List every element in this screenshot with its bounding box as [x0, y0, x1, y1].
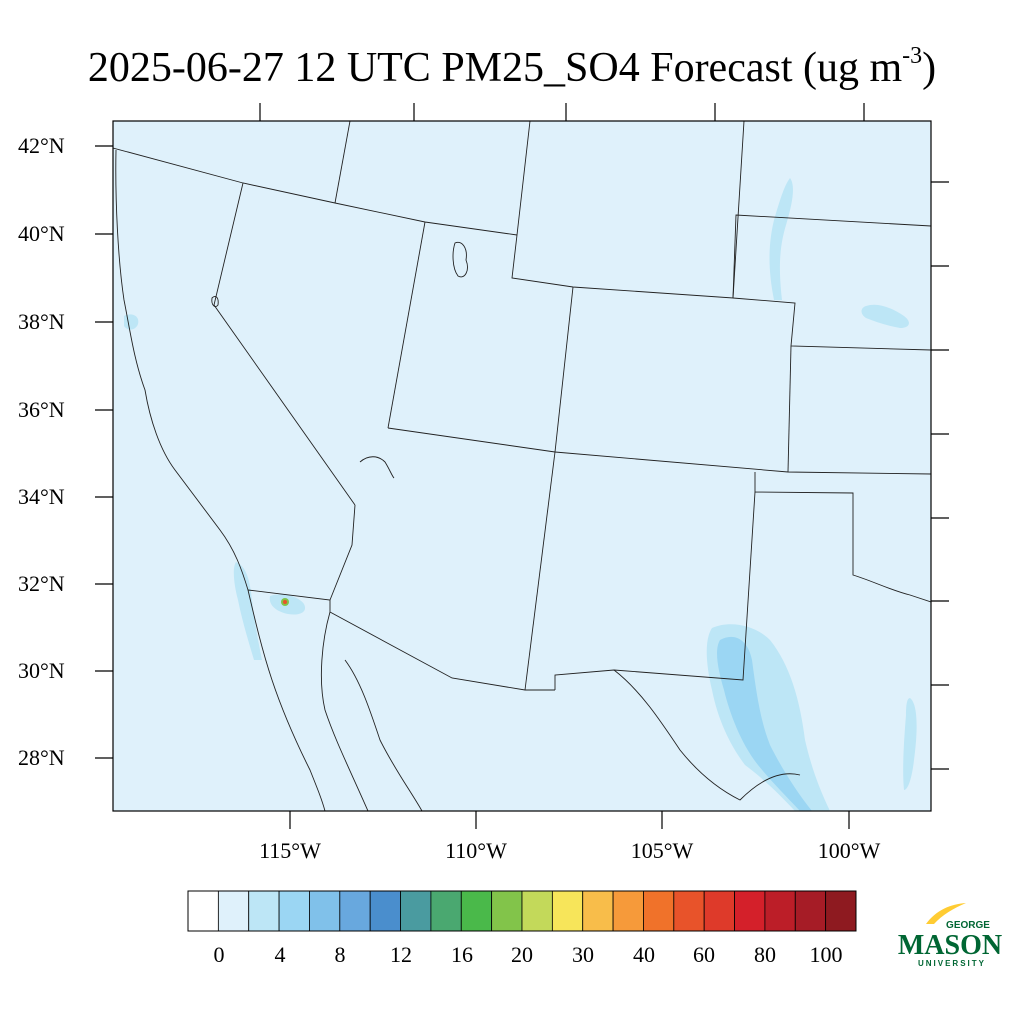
map-title: 2025-06-27 12 UTC PM25_SO4 Forecast (ug …	[0, 28, 1024, 96]
border-rio-grande	[613, 669, 801, 801]
colorbar-cell	[794, 890, 827, 932]
logo-swoosh	[926, 903, 966, 924]
great-salt-lake	[452, 241, 468, 278]
lake-tahoe	[211, 295, 219, 308]
contour-colorado-streak	[769, 178, 793, 300]
title-superscript: -3	[902, 43, 923, 69]
map-frame	[112, 120, 932, 812]
colorbar-frame	[187, 890, 857, 932]
colorbar-cell	[673, 890, 705, 932]
colorado-river-lower	[329, 504, 356, 601]
colorbar-cell	[248, 890, 280, 932]
contour-texas-plume-core	[717, 636, 812, 811]
state-boundary-nevada-utah	[387, 221, 426, 429]
state-boundary-colorado	[554, 286, 931, 453]
colorbar-cell	[278, 890, 310, 932]
colorbar-cell	[612, 890, 644, 932]
state-boundary-california-nevada	[213, 182, 356, 506]
logo-line3: UNIVERSITY	[918, 959, 986, 968]
map-background	[113, 121, 931, 811]
colorbar-cell	[430, 890, 462, 932]
colorbar-cell	[400, 890, 432, 932]
lon-label-105w: 105°W	[630, 838, 694, 863]
colorbar-cell	[369, 890, 401, 932]
colorbar-label-16: 16	[451, 942, 473, 967]
colorbar-label-60: 60	[693, 942, 715, 967]
coastline-gulf-of-california	[320, 611, 423, 811]
contour-oklahoma-streak	[903, 698, 917, 790]
gmu-logo: GEORGE MASON UNIVERSITY	[898, 903, 1002, 968]
colorbar-label-20: 20	[511, 942, 533, 967]
lake-mead	[359, 456, 395, 479]
lon-label-100w: 100°W	[817, 838, 881, 863]
colorbar-cell	[309, 890, 341, 932]
colorbar-label-80: 80	[754, 942, 776, 967]
lat-label-42n: 42°N	[18, 133, 65, 158]
state-boundary-idaho-nevada	[334, 121, 351, 204]
map-plot-area	[95, 103, 949, 829]
colorbar	[187, 890, 857, 932]
state-boundary-oklahoma-panhandle	[754, 472, 931, 603]
lon-label-115w: 115°W	[259, 838, 321, 863]
colorbar-cell	[703, 890, 735, 932]
colorbar-cell	[582, 890, 614, 932]
colorbar-label-30: 30	[572, 942, 594, 967]
colorbar-cell	[825, 890, 857, 932]
colorbar-label-100: 100	[809, 942, 843, 967]
title-text: 2025-06-27 12 UTC PM25_SO4 Forecast (ug …	[87, 45, 903, 91]
lat-label-40n: 40°N	[18, 221, 65, 246]
state-boundary-four-corners-line	[387, 427, 931, 475]
colorbar-cell	[551, 890, 584, 932]
lat-label-30n: 30°N	[18, 658, 65, 683]
colorbar-cell	[187, 890, 219, 932]
contour-hotspot-inner	[283, 600, 287, 604]
lat-label-34n: 34°N	[18, 484, 65, 509]
colorbar-cell	[764, 890, 796, 932]
logo-line2: MASON	[898, 930, 1002, 961]
colorbar-cell	[491, 890, 523, 932]
lon-label-110w: 110°W	[445, 838, 507, 863]
colorbar-cell	[217, 890, 250, 932]
axis-ticks	[95, 103, 949, 829]
coastline-california	[115, 149, 249, 591]
colorbar-label-8: 8	[334, 942, 346, 967]
coastline-baja	[247, 589, 326, 811]
state-boundary-arizona-new-mexico	[524, 451, 556, 691]
border-us-mexico	[247, 589, 555, 691]
colorbar-label-4: 4	[274, 942, 286, 967]
lat-label-32n: 32°N	[18, 571, 65, 596]
lat-label-38n: 38°N	[18, 309, 65, 334]
geographic-boundaries	[113, 121, 931, 811]
contour-kansas-patch	[861, 304, 909, 328]
colorbar-cell	[339, 890, 371, 932]
colorbar-label-0: 0	[213, 942, 225, 967]
state-boundary-kansas-oklahoma	[787, 345, 792, 473]
logo-line1: GEORGE	[946, 920, 990, 931]
title-suffix: )	[922, 45, 937, 91]
colorbar-cell	[643, 890, 675, 932]
colorbar-cell	[521, 890, 553, 932]
colorbar-label-40: 40	[633, 942, 655, 967]
lat-label-36n: 36°N	[18, 397, 65, 422]
colorbar-cell	[460, 890, 493, 932]
state-boundary-wyoming-nebraska	[732, 214, 931, 299]
colorbar-cell	[734, 890, 766, 932]
lat-label-28n: 28°N	[18, 745, 65, 770]
concentration-contours	[124, 178, 917, 811]
colorbar-label-12: 12	[390, 942, 412, 967]
contour-baja-plume	[233, 562, 262, 660]
